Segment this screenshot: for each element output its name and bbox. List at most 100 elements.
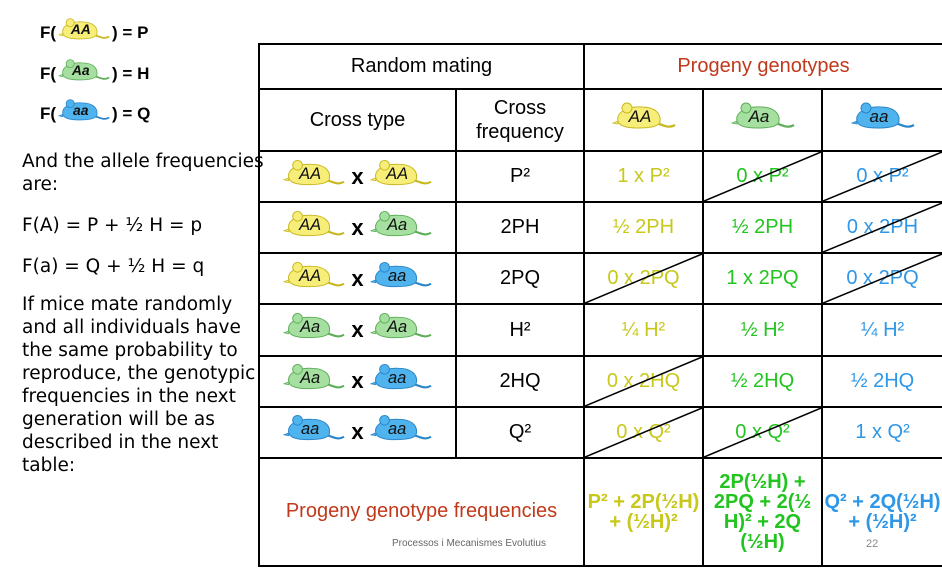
cross-type-cell: AA x aa — [258, 252, 457, 306]
equation-q: F( aa ) = Q — [40, 97, 150, 130]
table-row: Aa x Aa H² ¼ H² ½ H² ¼ H² — [258, 303, 942, 357]
cross-symbol: x — [351, 265, 364, 291]
cross-frequency-cell: 2HQ — [455, 354, 585, 408]
progeny-value: 1 x Q² — [855, 420, 910, 443]
mating-table: Random mating Progeny genotypes Cross ty… — [258, 42, 942, 568]
progeny-value: 0 x 2PQ — [607, 267, 680, 290]
cross-symbol: x — [351, 214, 364, 240]
table-row: Aa x aa 2HQ 0 x 2HQ ½ 2HQ ½ 2HQ — [258, 354, 942, 408]
progeny-aa-cell: 0 x 2PH — [820, 201, 942, 255]
equation-suffix: ) = H — [112, 63, 150, 83]
cross-frequency-header: Cross frequency — [455, 88, 585, 153]
svg-text:aa: aa — [73, 102, 89, 118]
cross-frequency-cell: 2PH — [455, 201, 585, 255]
progeny-value: 0 x P² — [736, 165, 789, 188]
mouse-icon-yellow: AA — [57, 16, 110, 49]
progeny-value: ¼ H² — [621, 318, 666, 341]
mouse-icon-green: Aa — [57, 57, 110, 90]
progeny-value: 0 x Q² — [735, 420, 790, 443]
progeny-AA-cell: 0 x Q² — [583, 405, 704, 459]
mouse-icon-blue: aa — [369, 413, 432, 451]
progeny-value: 1 x 2PQ — [726, 267, 799, 290]
progeny-value: 0 x 2PH — [846, 216, 919, 239]
svg-text:Aa: Aa — [71, 62, 90, 78]
progeny-header-Aa: Aa — [702, 88, 823, 153]
progeny-header-AA: AA — [583, 88, 704, 153]
progeny-value: 0 x Q² — [616, 420, 671, 443]
equation-h: F( Aa ) = H — [40, 57, 149, 90]
mouse-icon-blue: aa — [369, 260, 432, 298]
allele-freq-a: F(a) = Q + ½ H = q — [22, 256, 205, 277]
mouse-icon-blue: aa — [369, 362, 432, 400]
mouse-icon-green: Aa — [369, 209, 432, 247]
cross-symbol: x — [351, 368, 364, 394]
equation-suffix: ) = P — [112, 22, 149, 42]
progeny-value: ½ 2HQ — [730, 369, 795, 392]
progeny-header-aa: aa — [820, 88, 942, 153]
svg-text:Aa: Aa — [386, 216, 407, 234]
progeny-Aa-cell: 0 x Q² — [702, 405, 823, 459]
progeny-genotypes-header: Progeny genotypes — [582, 42, 942, 91]
cross-type-cell: Aa x Aa — [258, 303, 457, 357]
progeny-value: 0 x P² — [856, 165, 909, 188]
table-row: AA x aa 2PQ 0 x 2PQ 1 x 2PQ 0 x 2PQ — [258, 252, 942, 306]
progeny-AA-cell: 0 x 2PQ — [583, 252, 704, 306]
cross-type-cell: Aa x aa — [258, 354, 457, 408]
svg-text:AA: AA — [70, 21, 91, 37]
conclusion-text: If mice mate randomly and all individual… — [22, 294, 256, 476]
equation-prefix: F( — [40, 63, 57, 83]
page-number: 22 — [866, 538, 879, 550]
progeny-value: 1 x P² — [617, 165, 670, 188]
progeny-aa-cell: ½ 2HQ — [820, 354, 942, 408]
mouse-icon-blue: aa — [57, 97, 110, 130]
progeny-aa-cell: 1 x Q² — [820, 405, 942, 459]
svg-text:aa: aa — [388, 420, 406, 438]
footer-frequency-aa: Q² + 2Q(½H) + (½H)² — [820, 456, 942, 568]
table-row: aa x aa Q² 0 x Q² 0 x Q² 1 x Q² — [258, 405, 942, 459]
progeny-aa-cell: 0 x 2PQ — [820, 252, 942, 306]
svg-text:AA: AA — [299, 216, 322, 234]
mouse-icon-blue: aa — [282, 413, 345, 451]
progeny-value: ¼ H² — [860, 318, 905, 341]
svg-text:Aa: Aa — [299, 318, 320, 336]
cross-type-cell: AA x Aa — [258, 201, 457, 255]
progeny-frequencies-text: Progeny genotype frequencies — [285, 500, 558, 523]
cross-type-header: Cross type — [258, 88, 457, 153]
svg-text:aa: aa — [301, 420, 319, 438]
progeny-aa-cell: 0 x P² — [820, 150, 942, 204]
equation-prefix: F( — [40, 22, 57, 42]
progeny-value: ½ 2PH — [612, 216, 675, 239]
svg-text:AA: AA — [299, 165, 322, 183]
table-row: AA x Aa 2PH ½ 2PH ½ 2PH 0 x 2PH — [258, 201, 942, 255]
mouse-icon-yellow: AA — [611, 101, 676, 139]
mouse-icon-yellow: AA — [282, 158, 345, 196]
footer-frequency-Aa: 2P(½H) + 2PQ + 2(½ H)² + 2Q (½H) — [702, 456, 823, 568]
progeny-value: ½ 2PH — [731, 216, 794, 239]
progeny-Aa-cell: ½ 2HQ — [702, 354, 823, 408]
cross-symbol: x — [351, 317, 364, 343]
svg-text:aa: aa — [388, 267, 406, 285]
equation-p: F( AA ) = P — [40, 16, 148, 49]
footer-frequency-AA: P² + 2P(½H) + (½H)² — [583, 456, 704, 568]
table-row: AA x AA P² 1 x P² 0 x P² 0 x P² — [258, 150, 942, 204]
mouse-icon-yellow: AA — [369, 158, 432, 196]
mouse-icon-green: Aa — [730, 101, 795, 139]
progeny-AA-cell: 0 x 2HQ — [583, 354, 704, 408]
footer-note: Processos i Mecanismes Evolutius — [392, 538, 546, 549]
cross-frequency-cell: 2PQ — [455, 252, 585, 306]
progeny-Aa-cell: ½ 2PH — [702, 201, 823, 255]
progeny-frequencies-label: Progeny genotype frequencies — [258, 456, 585, 568]
mouse-icon-blue: aa — [850, 101, 915, 139]
cross-frequency-cell: Q² — [455, 405, 585, 459]
progeny-value: ½ 2HQ — [850, 369, 915, 392]
svg-text:AA: AA — [385, 165, 408, 183]
cross-type-cell: AA x AA — [258, 150, 457, 204]
allele-freq-A: F(A) = P + ½ H = p — [22, 215, 203, 236]
mouse-icon-yellow: AA — [282, 209, 345, 247]
mouse-icon-green: Aa — [369, 311, 432, 349]
progeny-AA-cell: ½ 2PH — [583, 201, 704, 255]
mouse-icon-green: Aa — [282, 311, 345, 349]
svg-text:AA: AA — [627, 107, 651, 126]
svg-text:AA: AA — [299, 267, 322, 285]
equation-suffix: ) = Q — [112, 103, 151, 123]
